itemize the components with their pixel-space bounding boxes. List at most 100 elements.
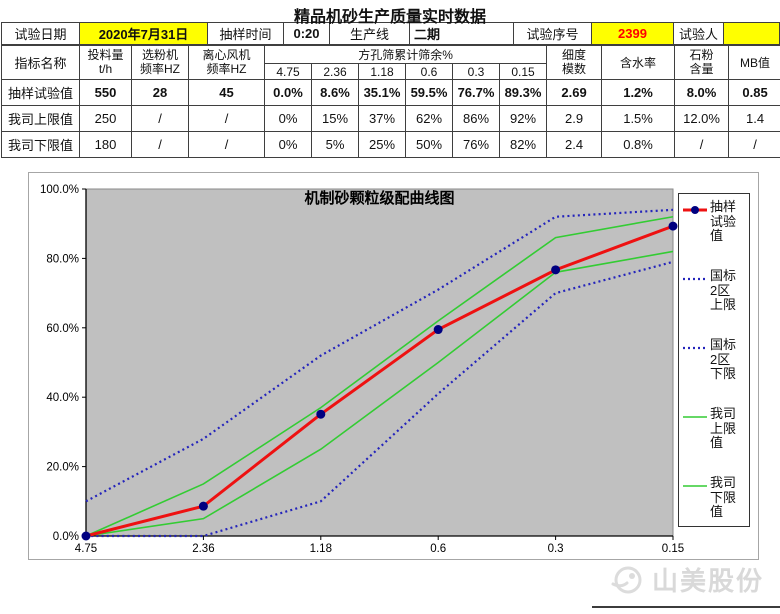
sample-line-marker — [81, 531, 91, 541]
tester-label: 试验人 — [673, 22, 724, 45]
row-label: 我司下限值 — [1, 131, 80, 158]
value-cell[interactable]: 45 — [188, 79, 265, 106]
tester-cell[interactable] — [723, 22, 780, 45]
fineness-header: 细度 模数 — [546, 45, 603, 80]
x-tick-label: 1.18 — [310, 543, 332, 555]
test-serial-cell[interactable]: 2399 — [591, 22, 674, 45]
gb-zone2-upper-line — [85, 208, 674, 503]
test-serial-label: 试验序号 — [513, 22, 592, 45]
table-row: 我司上限值 250//0% 15% 37% 62% 86% 92% 2.9 1.5% 12.0% 1… — [1, 105, 780, 132]
value-cell[interactable]: 1.4 — [728, 105, 780, 132]
value-cell[interactable]: 76% — [452, 131, 500, 158]
value-cell[interactable]: 8.6% — [311, 79, 359, 106]
y-tick-label: 40.0% — [46, 392, 79, 404]
sheet-bottom-border — [592, 606, 780, 608]
row-label: 我司上限值 — [1, 105, 80, 132]
value-cell[interactable]: 89.3% — [498, 79, 548, 106]
gradation-chart: 100.0% 80.0% 60.0% 40.0% 20.0% 0.0% 4.75 2.36 1.… — [28, 172, 759, 560]
value-cell[interactable]: 8.0% — [674, 79, 730, 106]
value-cell[interactable]: 1.2% — [601, 79, 676, 106]
logo-text: 山美股份 — [651, 566, 764, 596]
sieve-size-header: 1.18 — [358, 63, 406, 80]
value-cell[interactable]: 25% — [358, 131, 406, 158]
value-cell[interactable]: / — [674, 131, 730, 158]
legend-item: 抽样 试验 值 — [682, 199, 747, 244]
mb-header: MB值 — [728, 45, 780, 80]
sample-line-line — [85, 224, 674, 538]
sample-line-marker — [316, 409, 326, 419]
value-cell[interactable]: 5% — [311, 131, 359, 158]
legend-item: 国标 2区 上限 — [682, 268, 747, 313]
value-cell[interactable]: / — [188, 105, 265, 132]
value-cell[interactable]: 1.5% — [601, 105, 676, 132]
chart-title: 机制砂颗粒级配曲线图 — [304, 189, 454, 207]
classifier-freq-header: 选粉机 频率HZ — [131, 45, 189, 80]
legend-label: 我司 上限 值 — [710, 406, 737, 451]
sieve-size-header: 2.36 — [311, 63, 359, 80]
y-tick-label: 80.0% — [46, 253, 79, 265]
value-cell[interactable]: 0.85 — [728, 79, 780, 106]
x-tick-label: 0.15 — [662, 543, 684, 555]
production-line-cell[interactable]: 二期 — [409, 22, 514, 45]
sieve-size-header: 0.6 — [405, 63, 453, 80]
value-cell[interactable]: 28 — [131, 79, 189, 106]
sieve-group-header: 方孔筛累计筛余% — [263, 45, 548, 64]
value-cell[interactable]: / — [131, 131, 189, 158]
x-tick-label: 2.36 — [192, 543, 214, 555]
x-tick-label: 0.6 — [430, 543, 446, 555]
sample-line-marker — [668, 221, 678, 231]
value-cell[interactable]: 15% — [311, 105, 359, 132]
sieve-size-header: 4.75 — [264, 63, 312, 80]
value-cell[interactable]: 2.69 — [546, 79, 603, 106]
table-row: 我司下限值 180//0% 5% 25% 50% 76% 82% 2.4 0.8% / / — [1, 131, 780, 158]
value-cell[interactable]: / — [188, 131, 265, 158]
value-cell[interactable]: 0% — [264, 131, 312, 158]
corner-header: 指标名称 — [1, 45, 80, 80]
watermark-logo: 山美股份 — [609, 561, 764, 598]
value-cell[interactable]: 86% — [452, 105, 500, 132]
company-upper-legend-sample — [683, 416, 707, 419]
value-cell[interactable]: 180 — [79, 131, 132, 158]
feed-header: 投料量 t/h — [79, 45, 132, 80]
value-cell[interactable]: 50% — [405, 131, 453, 158]
value-cell[interactable]: 0% — [264, 105, 312, 132]
value-cell[interactable]: 12.0% — [674, 105, 730, 132]
value-cell[interactable]: / — [131, 105, 189, 132]
fan-freq-header: 离心风机 频率HZ — [188, 45, 265, 80]
plot-area — [85, 188, 674, 537]
value-cell[interactable]: 550 — [79, 79, 132, 106]
chart-legend: 抽样 试验 值国标 2区 上限 国标 2区 下限 我司 上限 值我司 下限 值 — [678, 193, 750, 527]
value-cell[interactable]: 76.7% — [452, 79, 500, 106]
value-cell[interactable]: 0.0% — [264, 79, 312, 106]
sample-time-cell[interactable]: 0:20 — [283, 22, 330, 45]
legend-label: 国标 2区 上限 — [710, 268, 737, 313]
page-title: 精品机砂生产质量实时数据 — [293, 9, 486, 26]
y-tick-label: 100.0% — [40, 184, 79, 196]
value-cell[interactable]: 82% — [498, 131, 548, 158]
data-table: 指标名称 投料量 t/h 选粉机 频率HZ 离心风机 频率HZ 方孔筛累计筛余%… — [1, 45, 780, 158]
gb-zone2-upper-legend-sample — [683, 277, 707, 281]
company-upper-line — [85, 215, 674, 537]
legend-item: 我司 上限 值 — [682, 407, 747, 451]
test-date-cell[interactable]: 2020年7月31日 — [79, 22, 208, 45]
value-cell[interactable]: 0.8% — [601, 131, 676, 158]
legend-label: 抽样 试验 值 — [710, 199, 737, 244]
value-cell[interactable]: 59.5% — [405, 79, 453, 106]
value-cell[interactable]: 2.4 — [546, 131, 603, 158]
chart-canvas: 100.0% 80.0% 60.0% 40.0% 20.0% 0.0%4.75 2.36 1.… — [40, 184, 684, 555]
legend-label: 我司 下限 值 — [710, 475, 737, 520]
value-cell[interactable]: 37% — [358, 105, 406, 132]
value-cell[interactable]: 250 — [79, 105, 132, 132]
gb-zone2-lower-line — [86, 260, 674, 538]
value-cell[interactable]: 62% — [405, 105, 453, 132]
value-cell[interactable]: 35.1% — [358, 79, 406, 106]
legend-item: 我司 下限 值 — [682, 476, 747, 520]
value-cell[interactable]: 2.9 — [546, 105, 603, 132]
info-bar: 试验日期 2020年7月31日 抽样时间 0:20 生产线 二期 试验序号 23… — [1, 22, 780, 45]
production-line-label: 生产线 — [329, 22, 410, 45]
value-cell[interactable]: 92% — [498, 105, 548, 132]
value-cell[interactable]: / — [728, 131, 780, 158]
y-tick-label: 0.0% — [53, 531, 79, 543]
y-tick-label: 60.0% — [46, 323, 79, 335]
company-lower-legend-sample — [683, 485, 707, 488]
